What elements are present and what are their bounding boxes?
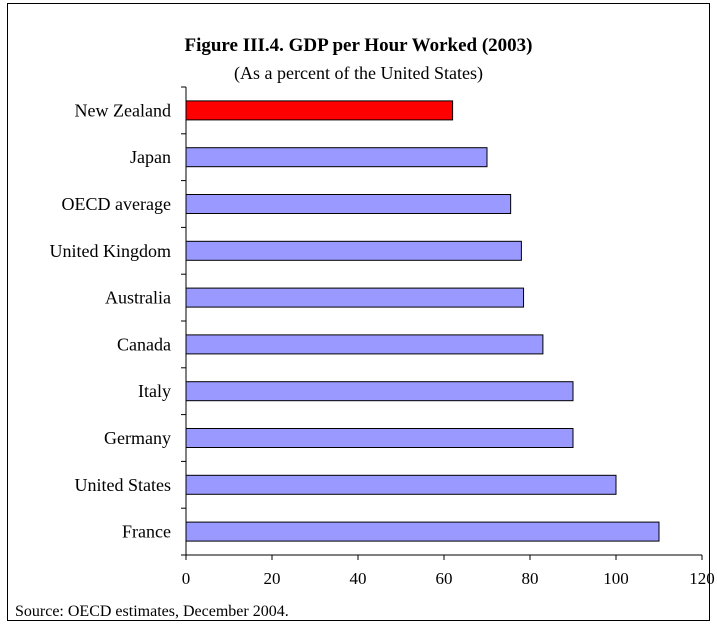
category-label: New Zealand (75, 100, 171, 120)
x-tick-label: 40 (350, 569, 367, 588)
bar-france (185, 521, 660, 542)
chart-frame (7, 3, 710, 621)
category-label: Canada (117, 334, 171, 354)
bar-new-zealand (185, 100, 454, 121)
category-label: Japan (130, 147, 171, 167)
bar-oecd-average (185, 194, 512, 214)
bar-united-kingdom (185, 240, 522, 261)
bar-australia (185, 287, 525, 308)
bar-canada (185, 334, 544, 355)
category-label: Australia (105, 288, 171, 308)
category-label: France (122, 522, 171, 542)
category-label: Germany (104, 428, 171, 448)
category-label: OECD average (62, 194, 171, 214)
source-note: Source: OECD estimates, December 2004. (15, 603, 289, 620)
bar-japan (185, 147, 488, 168)
bar-italy (185, 381, 574, 402)
x-tick-label: 20 (264, 569, 281, 588)
category-label: United Kingdom (50, 241, 172, 261)
x-tick-label: 80 (522, 569, 539, 588)
x-tick-label: 120 (689, 569, 715, 588)
category-label: Italy (138, 381, 171, 401)
chart-subtitle: (As a percent of the United States) (234, 63, 483, 83)
x-tick-label: 60 (436, 569, 453, 588)
chart-title: Figure III.4. GDP per Hour Worked (2003) (184, 35, 533, 56)
x-tick-label: 100 (603, 569, 629, 588)
bar-united-states (185, 474, 617, 495)
x-tick-label: 0 (182, 569, 191, 588)
bar-germany (185, 428, 574, 448)
category-label: United States (75, 475, 172, 495)
